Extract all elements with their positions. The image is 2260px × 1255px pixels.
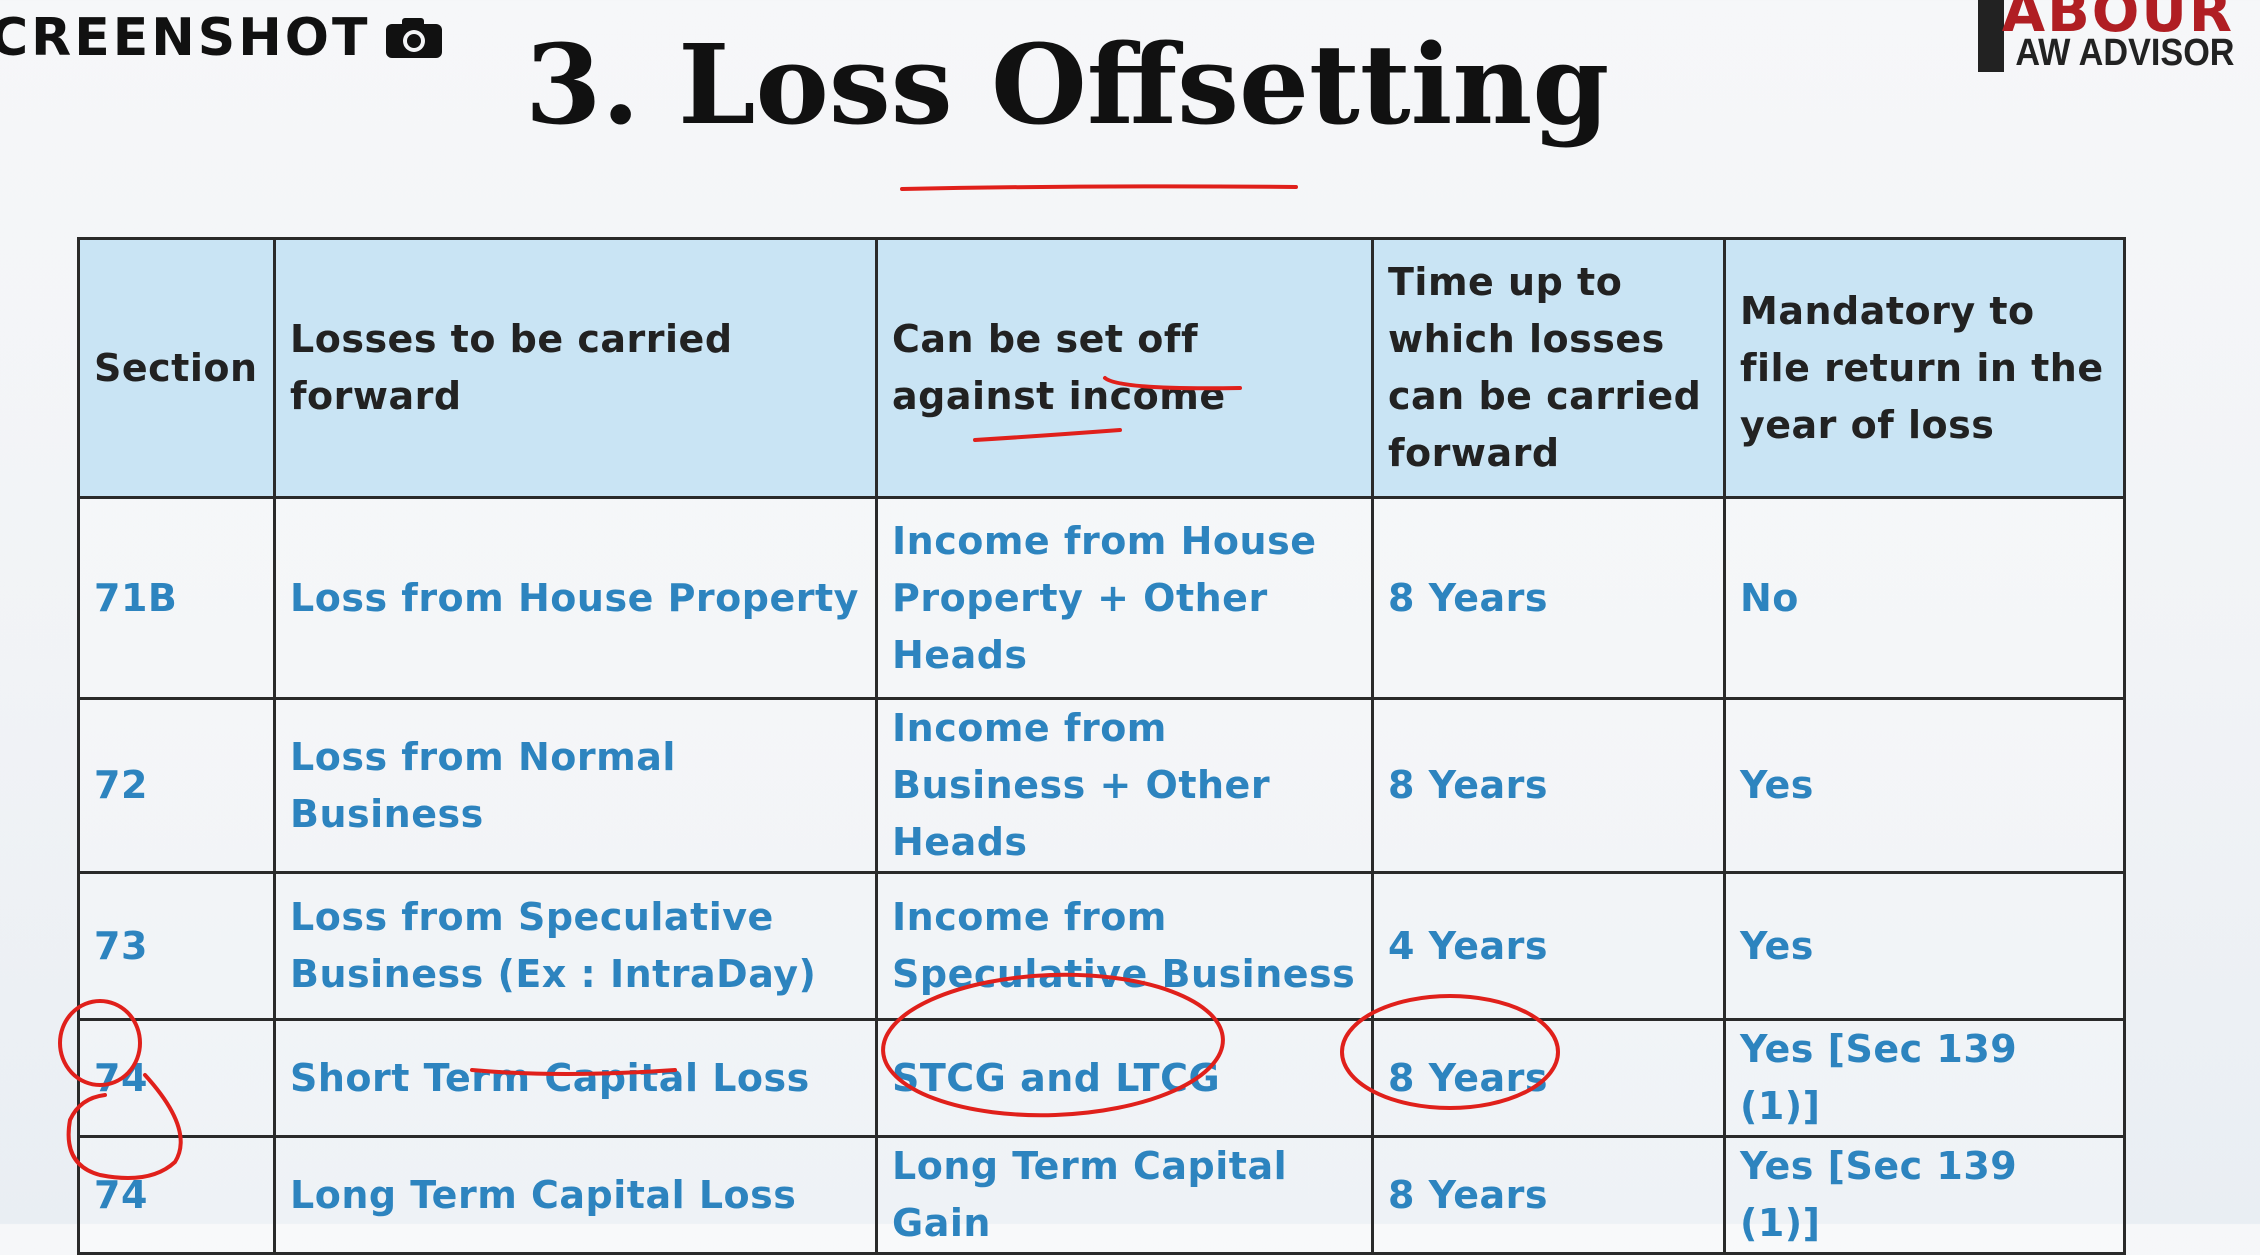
page-title: 3. Loss Offsetting <box>525 20 1610 149</box>
screenshot-overlay-label: CREENSHOT <box>0 8 444 68</box>
header-section: Section <box>77 237 276 499</box>
cell-loss: Short Term Capital Loss <box>273 1018 878 1138</box>
cell-section: 74 <box>77 1135 276 1255</box>
table-row: 73 Loss from Speculative Business (Ex : … <box>77 871 2126 1021</box>
cell-time: 8 Years <box>1371 1135 1726 1255</box>
cell-section: 72 <box>77 697 276 874</box>
cell-set-off: STCG and LTCG <box>875 1018 1374 1138</box>
header-time: Time up to which losses can be carried f… <box>1371 237 1726 499</box>
table-row: 71B Loss from House Property Income from… <box>77 496 2126 700</box>
cell-loss: Loss from Normal Business <box>273 697 878 874</box>
cell-mandatory: Yes [Sec 139 (1)] <box>1723 1018 2126 1138</box>
header-mandatory: Mandatory to file return in the year of … <box>1723 237 2126 499</box>
cell-loss: Loss from Speculative Business (Ex : Int… <box>273 871 878 1021</box>
table-row: 74 Long Term Capital Loss Long Term Capi… <box>77 1135 2126 1255</box>
header-set-off: Can be set off against income <box>875 237 1374 499</box>
cell-loss: Long Term Capital Loss <box>273 1135 878 1255</box>
logo-mark <box>1978 0 2004 72</box>
table-row: 72 Loss from Normal Business Income from… <box>77 697 2126 874</box>
cell-time: 4 Years <box>1371 871 1726 1021</box>
cell-mandatory: Yes [Sec 139 (1)] <box>1723 1135 2126 1255</box>
cell-time: 8 Years <box>1371 697 1726 874</box>
screenshot-label-text: CREENSHOT <box>0 8 371 68</box>
cell-set-off: Income from Speculative Business <box>875 871 1374 1021</box>
loss-offsetting-table-wrapper: Section Losses to be carried forward Can… <box>77 237 2126 1255</box>
logo-top-text: ABOUR <box>2001 0 2234 45</box>
loss-offsetting-table: Section Losses to be carried forward Can… <box>77 237 2126 1255</box>
cell-set-off: Long Term Capital Gain <box>875 1135 1374 1255</box>
cell-set-off: Income from House Property + Other Heads <box>875 496 1374 700</box>
cell-section: 71B <box>77 496 276 700</box>
cell-time: 8 Years <box>1371 496 1726 700</box>
cell-loss: Loss from House Property <box>273 496 878 700</box>
logo-bottom-text: AW ADVISOR <box>2014 32 2234 74</box>
cell-section: 73 <box>77 871 276 1021</box>
cell-set-off: Income from Business + Other Heads <box>875 697 1374 874</box>
cell-mandatory: Yes <box>1723 697 2126 874</box>
cell-mandatory: Yes <box>1723 871 2126 1021</box>
cell-mandatory: No <box>1723 496 2126 700</box>
cell-time: 8 Years <box>1371 1018 1726 1138</box>
brand-logo: ABOUR AW ADVISOR <box>1970 0 2240 80</box>
camera-icon <box>386 18 443 58</box>
table-row: 74 Short Term Capital Loss STCG and LTCG… <box>77 1018 2126 1138</box>
table-header-row: Section Losses to be carried forward Can… <box>77 237 2126 499</box>
title-underline-annotation <box>900 184 1298 191</box>
cell-section: 74 <box>77 1018 276 1138</box>
header-losses: Losses to be carried forward <box>273 237 878 499</box>
